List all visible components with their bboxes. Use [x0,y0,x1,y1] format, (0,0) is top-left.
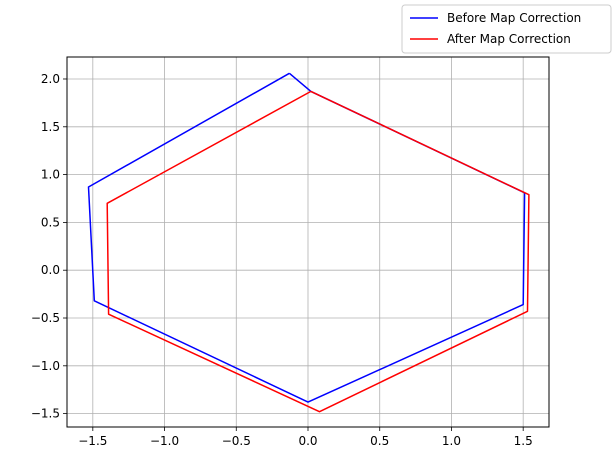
series-line-after [106,90,530,413]
y-tick-label: 2.0 [41,72,60,86]
y-tick-label: 1.5 [41,120,60,134]
y-tick-label: −1.0 [31,359,60,373]
y-tick-label: −1.5 [31,407,60,421]
x-tick-label: −0.5 [222,434,251,448]
x-tick-label: −1.0 [150,434,179,448]
legend: Before Map Correction After Map Correctio… [401,4,612,54]
x-tick-label: 0.0 [298,434,317,448]
x-tick-label: 1.5 [514,434,533,448]
y-tick-label: 1.0 [41,168,60,182]
grid-lines [67,57,549,427]
legend-label: Before Map Correction [447,11,581,25]
y-tick-label: −0.5 [31,311,60,325]
legend-label: After Map Correction [447,32,571,46]
series-group [87,72,530,413]
x-tick-label: −1.5 [78,434,107,448]
axis-ticks: −1.5 −1.0 −0.5 0.0 0.5 1.0 1.5 −1.5 −1.0 −0.5 0.0 0… [31,72,533,448]
x-tick-label: 1.0 [442,434,461,448]
x-tick-label: 0.5 [370,434,389,448]
y-tick-label: 0.5 [41,215,60,229]
legend-box [401,4,612,54]
y-tick-label: 0.0 [41,263,60,277]
